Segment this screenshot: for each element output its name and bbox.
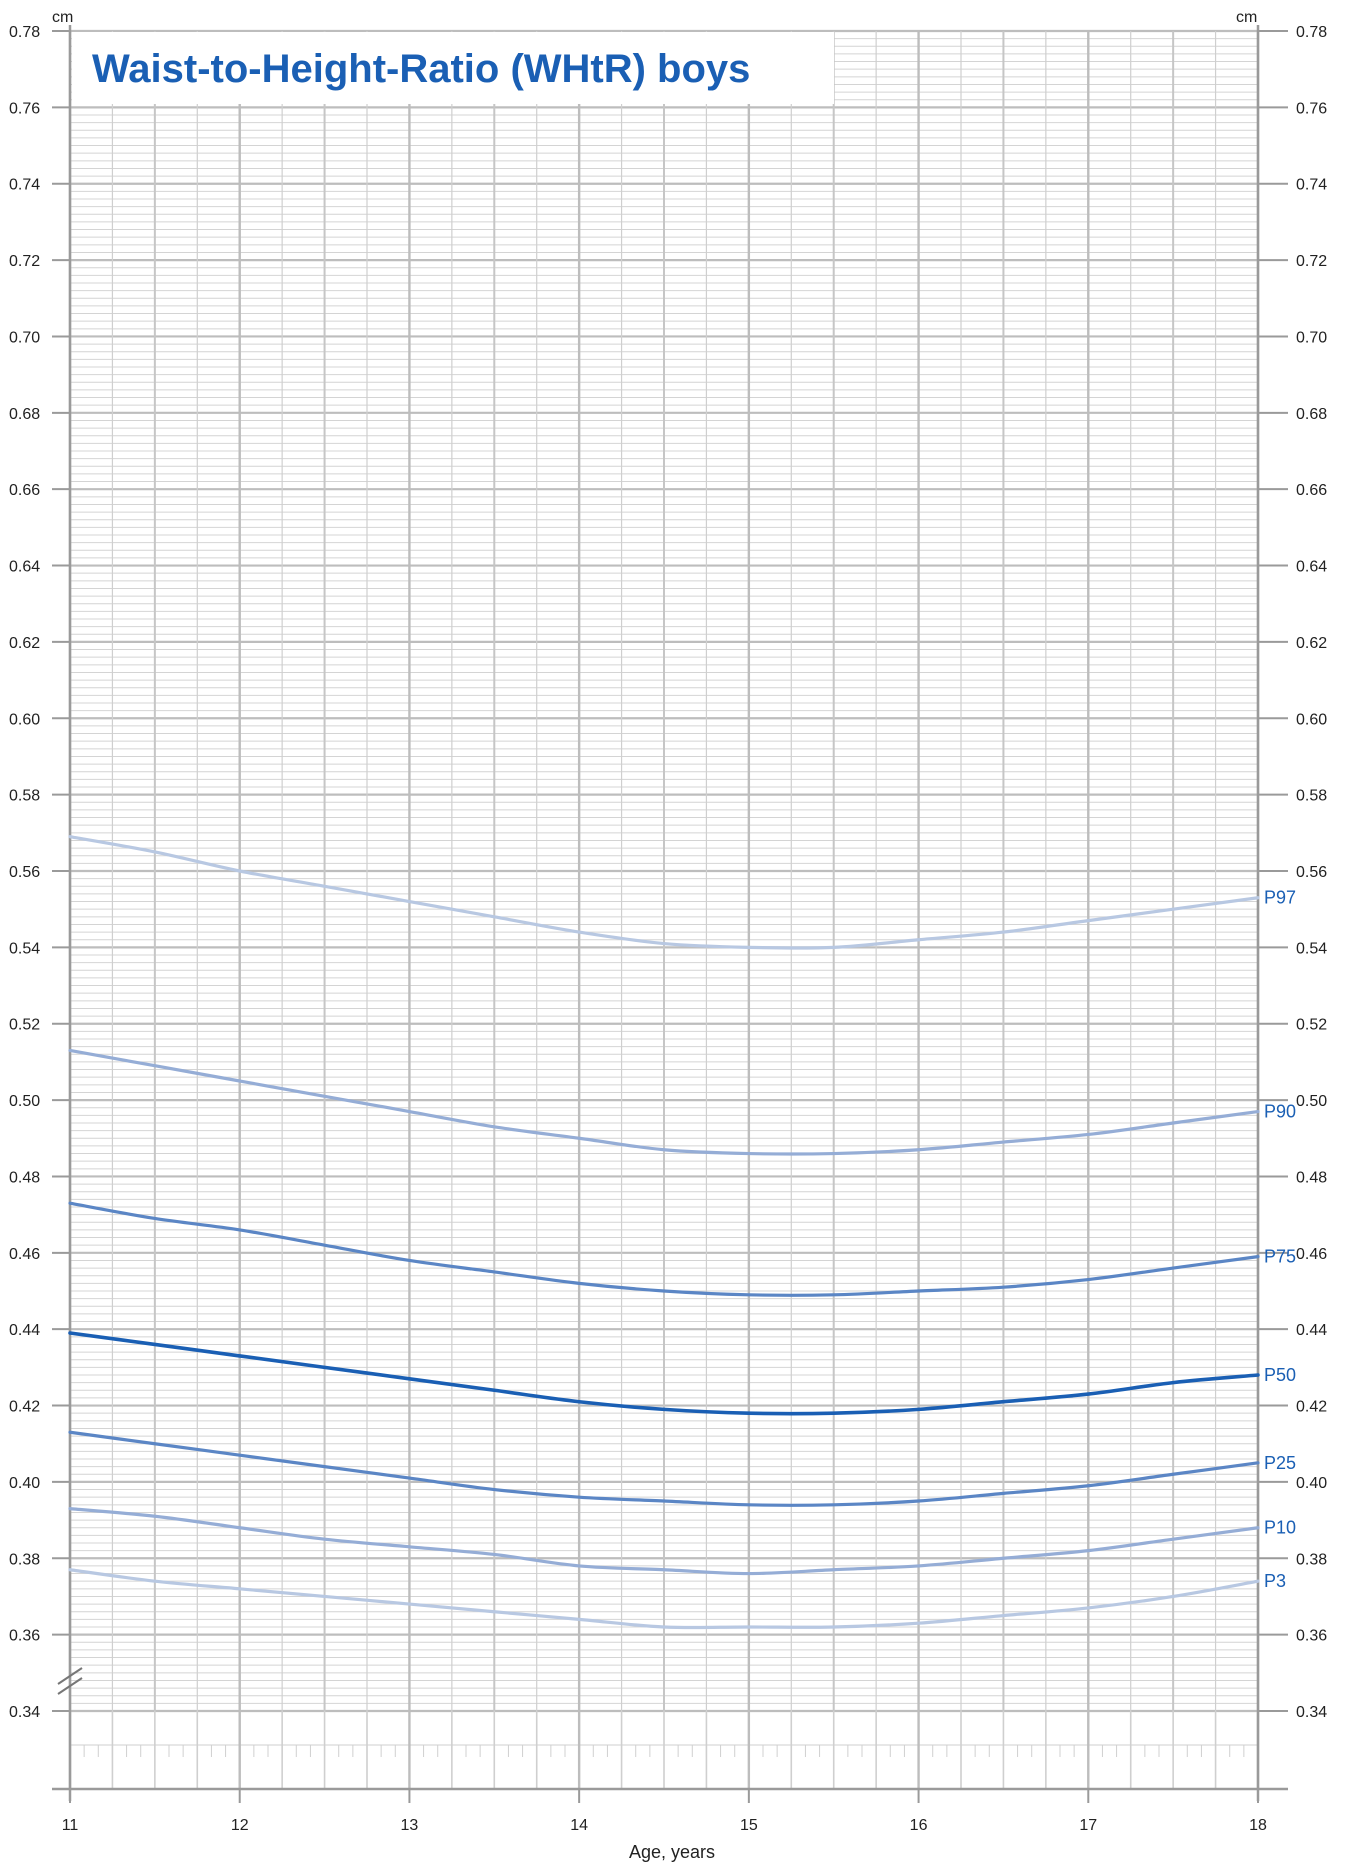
y-tick-label-left: 0.56 [9, 864, 40, 881]
y-tick-label-right: 0.42 [1296, 1399, 1327, 1416]
series-label-p75: P75 [1264, 1247, 1296, 1267]
series-line-p25 [68, 1430, 1260, 1507]
y-tick-label-left: 0.64 [9, 559, 40, 576]
y-tick-label-right: 0.36 [1296, 1628, 1327, 1645]
y-tick-label-left: 0.54 [9, 940, 40, 957]
y-tick-label-right: 0.46 [1296, 1246, 1327, 1263]
y-tick-label-right: 0.38 [1296, 1551, 1327, 1568]
y-tick-label-left: 0.60 [9, 711, 40, 728]
y-tick-label-right: 0.58 [1296, 788, 1327, 805]
y-tick-label-right: 0.60 [1296, 711, 1327, 728]
y-tick-label-right: 0.62 [1296, 635, 1327, 652]
y-tick-label-left: 0.62 [9, 635, 40, 652]
percentile-curves [68, 835, 1260, 1630]
y-tick-label-left: 0.72 [9, 253, 40, 270]
y-tick-label-left: 0.66 [9, 482, 40, 499]
y-tick-label-left: 0.68 [9, 406, 40, 423]
y-unit-right: cm [1236, 9, 1257, 26]
chart-title: Waist-to-Height-Ratio (WHtR) boys [92, 47, 750, 91]
y-tick-label-left: 0.40 [9, 1475, 40, 1492]
series-label-p50: P50 [1264, 1365, 1296, 1385]
y-tick-label-right: 0.64 [1296, 559, 1327, 576]
axis-break-mark [57, 1667, 83, 1685]
y-tick-label-right: 0.68 [1296, 406, 1327, 423]
y-tick-label-left: 0.46 [9, 1246, 40, 1263]
x-tick-label: 14 [570, 1817, 588, 1834]
y-unit-left: cm [52, 9, 73, 26]
y-tick-label-right: 0.34 [1296, 1704, 1327, 1721]
axis-break-mark [57, 1677, 83, 1695]
x-tick-label: 18 [1249, 1817, 1267, 1834]
x-tick-label: 13 [401, 1817, 419, 1834]
y-tick-label-left: 0.76 [9, 100, 40, 117]
series-line-p3 [68, 1568, 1260, 1630]
series-line-p90 [68, 1048, 1260, 1156]
series-line-p50 [68, 1331, 1260, 1416]
y-tick-label-right: 0.50 [1296, 1093, 1327, 1110]
tick-labels: cm cm Age, years 0.34 0.34 0.36 0.36 0.38 0.3… [9, 9, 1327, 1862]
series-label-p97: P97 [1264, 888, 1296, 908]
y-tick-label-left: 0.38 [9, 1551, 40, 1568]
y-tick-label-right: 0.44 [1296, 1322, 1327, 1339]
y-tick-label-left: 0.74 [9, 177, 40, 194]
y-tick-label-left: 0.42 [9, 1399, 40, 1416]
y-tick-label-left: 0.34 [9, 1704, 40, 1721]
y-tick-label-right: 0.76 [1296, 100, 1327, 117]
series-line-p10 [68, 1507, 1260, 1576]
y-tick-label-right: 0.74 [1296, 177, 1327, 194]
y-tick-label-left: 0.36 [9, 1628, 40, 1645]
chart-grid [68, 29, 1260, 1789]
y-tick-label-left: 0.52 [9, 1017, 40, 1034]
y-tick-label-right: 0.66 [1296, 482, 1327, 499]
y-tick-label-right: 0.56 [1296, 864, 1327, 881]
y-tick-label-left: 0.44 [9, 1322, 40, 1339]
chart-title-box: Waist-to-Height-Ratio (WHtR) boys [72, 32, 834, 104]
series-label-p3: P3 [1264, 1571, 1286, 1591]
y-tick-label-left: 0.78 [9, 24, 40, 41]
series-label-p90: P90 [1264, 1102, 1296, 1122]
chart-axes [52, 25, 1288, 1803]
series-line-p75 [68, 1201, 1260, 1297]
y-tick-label-left: 0.48 [9, 1169, 40, 1186]
x-tick-label: 11 [62, 1817, 79, 1834]
y-tick-label-right: 0.48 [1296, 1169, 1327, 1186]
x-tick-label: 16 [910, 1817, 928, 1834]
y-tick-label-right: 0.40 [1296, 1475, 1327, 1492]
x-tick-label: 15 [740, 1817, 758, 1834]
y-tick-label-left: 0.50 [9, 1093, 40, 1110]
x-tick-label: 12 [231, 1817, 249, 1834]
series-label-p10: P10 [1264, 1518, 1296, 1538]
title-background [72, 32, 834, 104]
y-tick-label-right: 0.72 [1296, 253, 1327, 270]
y-tick-label-right: 0.54 [1296, 940, 1327, 957]
y-tick-label-right: 0.70 [1296, 329, 1327, 346]
y-tick-label-right: 0.52 [1296, 1017, 1327, 1034]
y-tick-label-right: 0.78 [1296, 24, 1327, 41]
y-tick-label-left: 0.58 [9, 788, 40, 805]
y-tick-label-left: 0.70 [9, 329, 40, 346]
x-tick-label: 17 [1079, 1817, 1097, 1834]
series-label-p25: P25 [1264, 1453, 1296, 1473]
series-line-p97 [68, 835, 1260, 950]
x-axis-label: Age, years [629, 1842, 715, 1862]
